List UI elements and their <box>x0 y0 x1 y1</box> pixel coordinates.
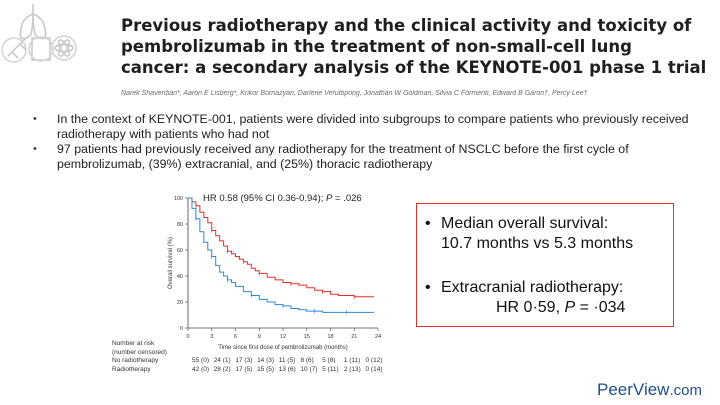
risk-cell: 24 (1) <box>213 357 231 364</box>
summary-line: Median overall survival: <box>441 215 609 232</box>
risk-cell: 28 (2) <box>213 365 231 373</box>
summary-hr: HR 0·59, <box>496 299 561 316</box>
hr-prefix: HR 0.58 (95% CI 0.36-0.94); <box>203 193 324 204</box>
km-series-line <box>188 197 375 313</box>
y-axis-label: Overall survival (%) <box>168 237 174 289</box>
risk-row-radiotherapy: Radiotherapy 42 (0) 28 (2) 17 (5) 15 (5)… <box>112 366 402 375</box>
risk-cell: 15 (5) <box>257 365 275 373</box>
risk-cell: 5 (8) <box>322 357 336 364</box>
risk-cell: 55 (0) <box>192 357 209 364</box>
risk-cell: 13 (6) <box>278 365 296 373</box>
x-tick-label: 6 <box>234 334 237 340</box>
logo-main: PeerView <box>597 380 670 399</box>
summary-item-median-os: • Median overall survival: 10.7 months vs… <box>425 214 633 254</box>
risk-cell: 0 (14) <box>365 365 383 373</box>
x-tick-label: 3 <box>210 334 213 340</box>
x-tick-label: 21 <box>351 334 357 340</box>
x-tick-label: 0 <box>186 334 189 340</box>
x-tick-label: 9 <box>258 334 261 340</box>
risk-cell: 42 (0) <box>192 365 209 373</box>
summary-item-extracranial: • Extracranial radiotherapy: HR 0·59, P =… <box>425 278 625 318</box>
risk-cell: 17 (5) <box>235 365 253 373</box>
bullet-list: In the context of KEYNOTE-001, patients … <box>30 112 690 172</box>
risk-table: Number at risk (number censored) No radi… <box>112 340 402 374</box>
risk-cell: 5 (11) <box>322 365 339 373</box>
risk-cell: 11 (5) <box>278 357 296 364</box>
risk-cell: 0 (12) <box>365 357 383 364</box>
title-line-2: pembrolizumab in the treatment of non-sm… <box>121 37 632 56</box>
logo-suffix: .com <box>669 382 702 399</box>
x-tick-label: 15 <box>304 334 310 340</box>
risk-cell: 2 (13) <box>343 365 361 373</box>
syringe-icon <box>1 37 27 63</box>
x-axis-label: Time since first dose of pembrolizumab (… <box>218 345 348 351</box>
bullet-dot: • <box>425 215 431 232</box>
hr-p-value: = .026 <box>335 193 362 204</box>
risk-cell: 17 (3) <box>235 357 253 364</box>
bullet-dot: • <box>425 279 431 296</box>
summary-p-label: P <box>564 299 576 316</box>
risk-cell: 8 (6) <box>300 357 314 364</box>
risk-row-label: No radiotherapy <box>112 357 159 364</box>
bullet-item: 97 patients had previously received any … <box>30 142 690 172</box>
y-tick-label: 80 <box>177 222 183 228</box>
risk-row-no-radiotherapy: No radiotherapy 55 (0) 24 (1) 17 (3) 14 … <box>112 357 402 366</box>
title-line-1: Previous radiotherapy and the clinical a… <box>121 16 692 35</box>
bullet-item: In the context of KEYNOTE-001, patients … <box>30 112 690 142</box>
title-line-3: cancer: a secondary analysis of the KEYN… <box>121 58 707 77</box>
medical-icons-decoration <box>1 4 77 63</box>
risk-cell: 10 (7) <box>300 365 318 373</box>
hazard-ratio-label: HR 0.58 (95% CI 0.36-0.94); P = .026 <box>203 193 362 204</box>
x-tick-label: 24 <box>375 334 381 340</box>
km-survival-chart: 0 20 40 60 80 100 0 3 6 9 12 15 18 21 24 Time since fir… <box>168 196 381 351</box>
risk-row-label: Radiotherapy <box>112 365 151 373</box>
risk-header-1: Number at risk <box>112 340 155 347</box>
paper-authors: Narek Shaverdian*, Aaron E Lisberg*, Kri… <box>121 90 588 97</box>
x-tick-label: 18 <box>327 334 333 340</box>
document-icon <box>28 36 54 62</box>
y-tick-label: 100 <box>174 196 183 202</box>
risk-cell: 14 (3) <box>257 357 275 364</box>
y-tick-label: 0 <box>180 326 183 332</box>
paper-title: Previous radiotherapy and the clinical a… <box>121 15 707 78</box>
risk-cell: 1 (11) <box>343 357 361 364</box>
summary-p-value: = ·034 <box>579 299 626 316</box>
atom-icon <box>51 35 77 61</box>
risk-header-2: (number censored) <box>112 348 167 356</box>
lungs-icon <box>19 4 47 40</box>
x-tick-label: 12 <box>280 334 286 340</box>
hr-p-label: P <box>326 193 333 204</box>
km-series-line <box>188 197 375 298</box>
summary-line: 10.7 months vs 5.3 months <box>441 235 634 252</box>
y-tick-label: 60 <box>177 248 183 254</box>
summary-box: • Median overall survival: 10.7 months vs… <box>416 203 674 327</box>
peerview-logo[interactable]: PeerView.com <box>597 380 702 400</box>
summary-line: Extracranial radiotherapy: <box>441 279 624 296</box>
y-tick-label: 40 <box>177 274 183 280</box>
y-tick-label: 20 <box>177 300 183 306</box>
